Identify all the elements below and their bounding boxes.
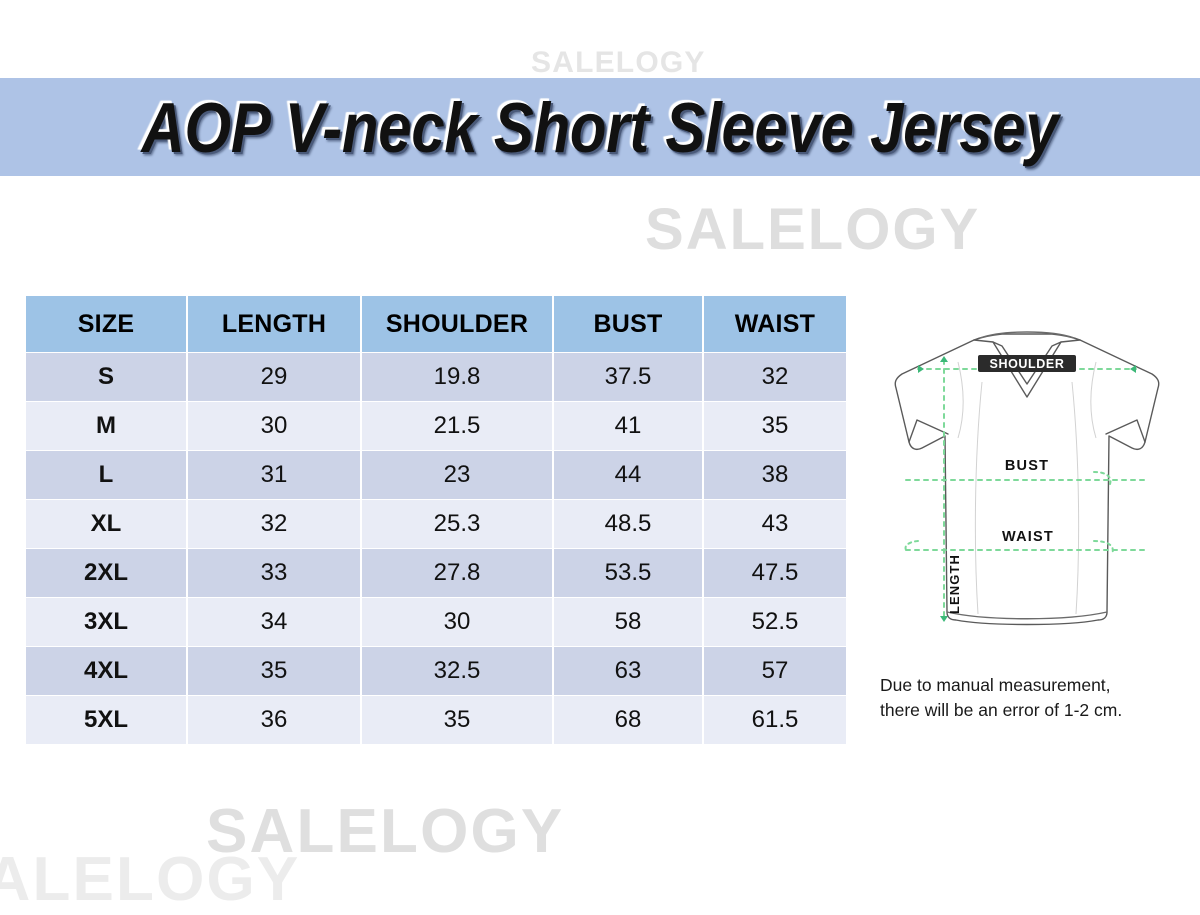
column-header-shoulder: SHOULDER xyxy=(362,296,552,352)
table-row: XL 32 25.3 48.5 43 xyxy=(26,500,846,548)
cell-shoulder: 27.8 xyxy=(362,549,552,597)
watermark-top: SALELOGY xyxy=(531,46,706,79)
cell-bust: 44 xyxy=(554,451,702,499)
cell-shoulder: 23 xyxy=(362,451,552,499)
garment-diagram: SHOULDER BUST WAIST LENGTH xyxy=(862,322,1192,662)
cell-shoulder: 35 xyxy=(362,696,552,744)
cell-length: 32 xyxy=(188,500,360,548)
watermark-bottom-center: SALELOGY xyxy=(206,797,565,866)
cell-waist: 57 xyxy=(704,647,846,695)
cell-shoulder: 21.5 xyxy=(362,402,552,450)
cell-length: 31 xyxy=(188,451,360,499)
cell-waist: 32 xyxy=(704,353,846,401)
cell-shoulder: 19.8 xyxy=(362,353,552,401)
cell-bust: 63 xyxy=(554,647,702,695)
measurement-guides xyxy=(904,359,1149,619)
waist-label: WAIST xyxy=(1002,529,1054,545)
disclaimer-line-1: Due to manual measurement, xyxy=(880,675,1111,695)
measurement-disclaimer: Due to manual measurement, there will be… xyxy=(880,673,1190,724)
cell-size: 5XL xyxy=(26,696,186,744)
cell-shoulder: 25.3 xyxy=(362,500,552,548)
cell-length: 34 xyxy=(188,598,360,646)
cell-length: 35 xyxy=(188,647,360,695)
disclaimer-line-2: there will be an error of 1-2 cm. xyxy=(880,700,1123,721)
cell-waist: 52.5 xyxy=(704,598,846,646)
cell-waist: 43 xyxy=(704,500,846,548)
cell-length: 33 xyxy=(188,549,360,597)
table-row: L 31 23 44 38 xyxy=(26,451,846,499)
cell-waist: 35 xyxy=(704,402,846,450)
table-row: 5XL 36 35 68 61.5 xyxy=(26,696,846,744)
table-row: 4XL 35 32.5 63 57 xyxy=(26,647,846,695)
tshirt-outline-icon xyxy=(894,331,1160,626)
column-header-size: SIZE xyxy=(26,296,186,352)
shoulder-label: SHOULDER xyxy=(990,357,1065,371)
cell-size: S xyxy=(26,353,186,401)
cell-size: L xyxy=(26,451,186,499)
table-row: 3XL 34 30 58 52.5 xyxy=(26,598,846,646)
cell-shoulder: 32.5 xyxy=(362,647,552,695)
bust-label: BUST xyxy=(1005,458,1049,474)
length-label: LENGTH xyxy=(947,554,962,614)
table-row: S 29 19.8 37.5 32 xyxy=(26,353,846,401)
cell-length: 36 xyxy=(188,696,360,744)
table-row: M 30 21.5 41 35 xyxy=(26,402,846,450)
watermark-upper-right: SALELOGY xyxy=(645,197,981,262)
cell-shoulder: 30 xyxy=(362,598,552,646)
measurement-endpoints xyxy=(918,356,1136,622)
cell-bust: 68 xyxy=(554,696,702,744)
cell-bust: 53.5 xyxy=(554,549,702,597)
column-header-length: LENGTH xyxy=(188,296,360,352)
column-header-waist: WAIST xyxy=(704,296,846,352)
cell-length: 30 xyxy=(188,402,360,450)
column-header-bust: BUST xyxy=(554,296,702,352)
cell-bust: 41 xyxy=(554,402,702,450)
cell-size: 3XL xyxy=(26,598,186,646)
cell-size: M xyxy=(26,402,186,450)
cell-waist: 47.5 xyxy=(704,549,846,597)
table-header-row: SIZE LENGTH SHOULDER BUST WAIST xyxy=(26,296,846,352)
cell-length: 29 xyxy=(188,353,360,401)
watermark-bottom-left: SALELOGY xyxy=(0,845,301,914)
table-row: 2XL 33 27.8 53.5 47.5 xyxy=(26,549,846,597)
cell-bust: 37.5 xyxy=(554,353,702,401)
cell-waist: 61.5 xyxy=(704,696,846,744)
size-chart-table: SIZE LENGTH SHOULDER BUST WAIST S 29 19.… xyxy=(24,295,848,745)
shoulder-label-plate xyxy=(978,355,1076,372)
cell-bust: 58 xyxy=(554,598,702,646)
cell-bust: 48.5 xyxy=(554,500,702,548)
garment-shading-lines xyxy=(957,361,1097,615)
cell-size: 2XL xyxy=(26,549,186,597)
cell-waist: 38 xyxy=(704,451,846,499)
diagram-labels: SHOULDER BUST WAIST LENGTH xyxy=(947,355,1076,614)
page-title: AOP V-neck Short Sleeve Jersey xyxy=(141,87,1059,167)
cell-size: 4XL xyxy=(26,647,186,695)
cell-size: XL xyxy=(26,500,186,548)
title-banner: AOP V-neck Short Sleeve Jersey xyxy=(0,78,1200,176)
